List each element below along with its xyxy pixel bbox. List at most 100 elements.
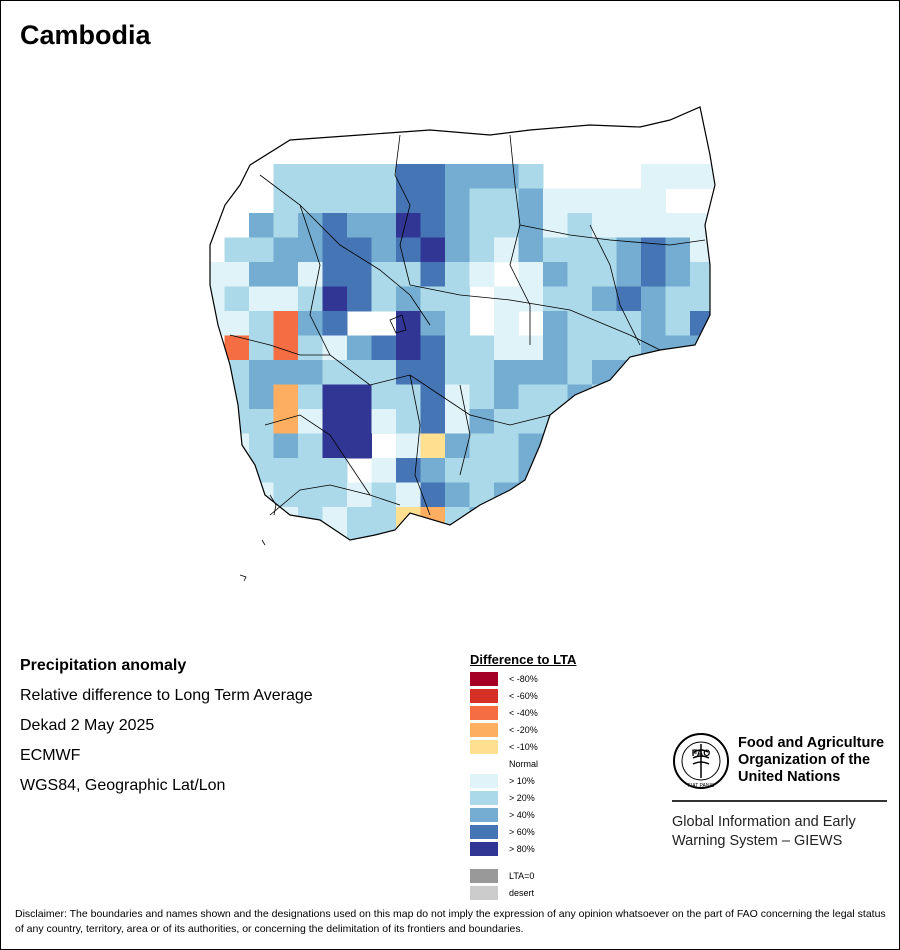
anomaly-cell bbox=[690, 409, 715, 434]
anomaly-cell bbox=[249, 531, 274, 540]
anomaly-cell bbox=[273, 384, 299, 410]
anomaly-cell bbox=[323, 556, 348, 581]
anomaly-cell bbox=[518, 482, 544, 508]
legend-item: < -80% bbox=[470, 671, 538, 686]
anomaly-cell bbox=[518, 507, 544, 532]
anomaly-cell bbox=[347, 581, 372, 596]
anomaly-cell bbox=[371, 482, 397, 508]
anomaly-cell bbox=[543, 335, 568, 361]
anomaly-cell bbox=[249, 409, 274, 434]
legend-label: Normal bbox=[509, 758, 539, 769]
anomaly-cell bbox=[273, 531, 299, 540]
fao-organization-name: Food and Agriculture Organization of the… bbox=[738, 735, 898, 786]
anomaly-cell bbox=[421, 581, 446, 596]
anomaly-cell bbox=[273, 213, 299, 238]
anomaly-cell bbox=[396, 384, 421, 410]
anomaly-cell bbox=[371, 286, 397, 312]
anomaly-cell bbox=[396, 531, 421, 540]
disclaimer: Disclaimer: The boundaries and names sho… bbox=[15, 908, 886, 935]
anomaly-cell bbox=[298, 335, 323, 361]
anomaly-cell bbox=[518, 384, 544, 410]
anomaly-cell bbox=[445, 188, 470, 214]
anomaly-cell bbox=[445, 164, 470, 189]
anomaly-cell bbox=[616, 213, 642, 238]
anomaly-cell bbox=[714, 335, 715, 361]
anomaly-cell bbox=[714, 384, 715, 410]
anomaly-cell bbox=[420, 164, 446, 189]
anomaly-cell bbox=[592, 286, 617, 312]
anomaly-cell bbox=[210, 262, 225, 287]
anomaly-cell bbox=[469, 360, 495, 385]
anomaly-cell bbox=[714, 213, 715, 238]
anomaly-cell bbox=[298, 237, 323, 263]
anomaly-cell bbox=[518, 409, 544, 434]
legend-swatch bbox=[470, 757, 498, 771]
map-title: Cambodia bbox=[20, 20, 151, 50]
anomaly-grid bbox=[210, 164, 715, 596]
legend-label: < -60% bbox=[509, 690, 538, 701]
anomaly-cell bbox=[567, 286, 593, 312]
legend-item: < -20% bbox=[470, 722, 538, 737]
anomaly-cell bbox=[567, 188, 593, 214]
anomaly-cell bbox=[420, 286, 446, 312]
anomaly-cell bbox=[273, 482, 299, 508]
anomaly-cell bbox=[445, 556, 470, 581]
anomaly-cell bbox=[690, 213, 715, 238]
anomaly-cell bbox=[714, 262, 715, 287]
anomaly-cell bbox=[347, 286, 372, 312]
legend-label: > 80% bbox=[509, 843, 535, 854]
anomaly-cell bbox=[714, 311, 715, 336]
legend-title: Difference to LTA bbox=[470, 652, 577, 667]
anomaly-cell bbox=[249, 237, 274, 263]
anomaly-cell bbox=[592, 262, 617, 287]
anomaly-cell bbox=[224, 433, 250, 459]
anomaly-cell bbox=[347, 188, 372, 214]
anomaly-cell bbox=[420, 458, 446, 483]
anomaly-cell bbox=[616, 286, 642, 312]
anomaly-cell bbox=[396, 213, 421, 238]
legend-swatch bbox=[470, 773, 498, 788]
anomaly-cell bbox=[592, 433, 617, 459]
fao-org-line: Food and Agriculture bbox=[738, 735, 885, 751]
fao-org-line: Organization of the bbox=[738, 752, 871, 768]
anomaly-cell bbox=[616, 384, 642, 410]
anomaly-cell bbox=[298, 458, 323, 483]
anomaly-cell bbox=[249, 262, 274, 287]
anomaly-cell bbox=[249, 384, 274, 410]
anomaly-cell bbox=[347, 507, 372, 532]
anomaly-cell bbox=[420, 433, 446, 459]
anomaly-cell bbox=[322, 311, 348, 336]
anomaly-cell bbox=[273, 458, 299, 483]
giews-line: Global Information and Early bbox=[672, 814, 856, 830]
anomaly-cell bbox=[494, 507, 519, 532]
anomaly-cell bbox=[469, 213, 495, 238]
anomaly-cell bbox=[445, 262, 470, 287]
legend-swatch bbox=[470, 739, 498, 754]
anomaly-cell bbox=[298, 531, 323, 540]
anomaly-cell bbox=[322, 164, 348, 189]
anomaly-cell bbox=[249, 311, 274, 336]
anomaly-cell bbox=[445, 237, 470, 263]
anomaly-cell bbox=[298, 213, 323, 238]
anomaly-cell bbox=[298, 262, 323, 287]
anomaly-cell bbox=[543, 531, 568, 540]
anomaly-cell bbox=[396, 581, 421, 596]
anomaly-cell bbox=[592, 531, 617, 540]
anomaly-cell bbox=[396, 335, 421, 361]
anomaly-cell bbox=[543, 311, 568, 336]
anomaly-cell bbox=[567, 531, 593, 540]
anomaly-cell bbox=[543, 360, 568, 385]
anomaly-cell bbox=[494, 581, 519, 596]
anomaly-cell bbox=[347, 335, 372, 361]
anomaly-cell bbox=[641, 262, 666, 287]
anomaly-cell bbox=[494, 458, 519, 483]
anomaly-cell bbox=[224, 360, 250, 385]
anomaly-cell bbox=[567, 311, 593, 336]
anomaly-cell bbox=[445, 335, 470, 361]
anomaly-cell bbox=[665, 262, 691, 287]
legend-swatch bbox=[470, 705, 498, 720]
legend-label: < -40% bbox=[509, 707, 538, 718]
anomaly-cell bbox=[690, 286, 715, 312]
anomaly-cell bbox=[469, 164, 495, 189]
legend-swatch bbox=[470, 722, 498, 737]
